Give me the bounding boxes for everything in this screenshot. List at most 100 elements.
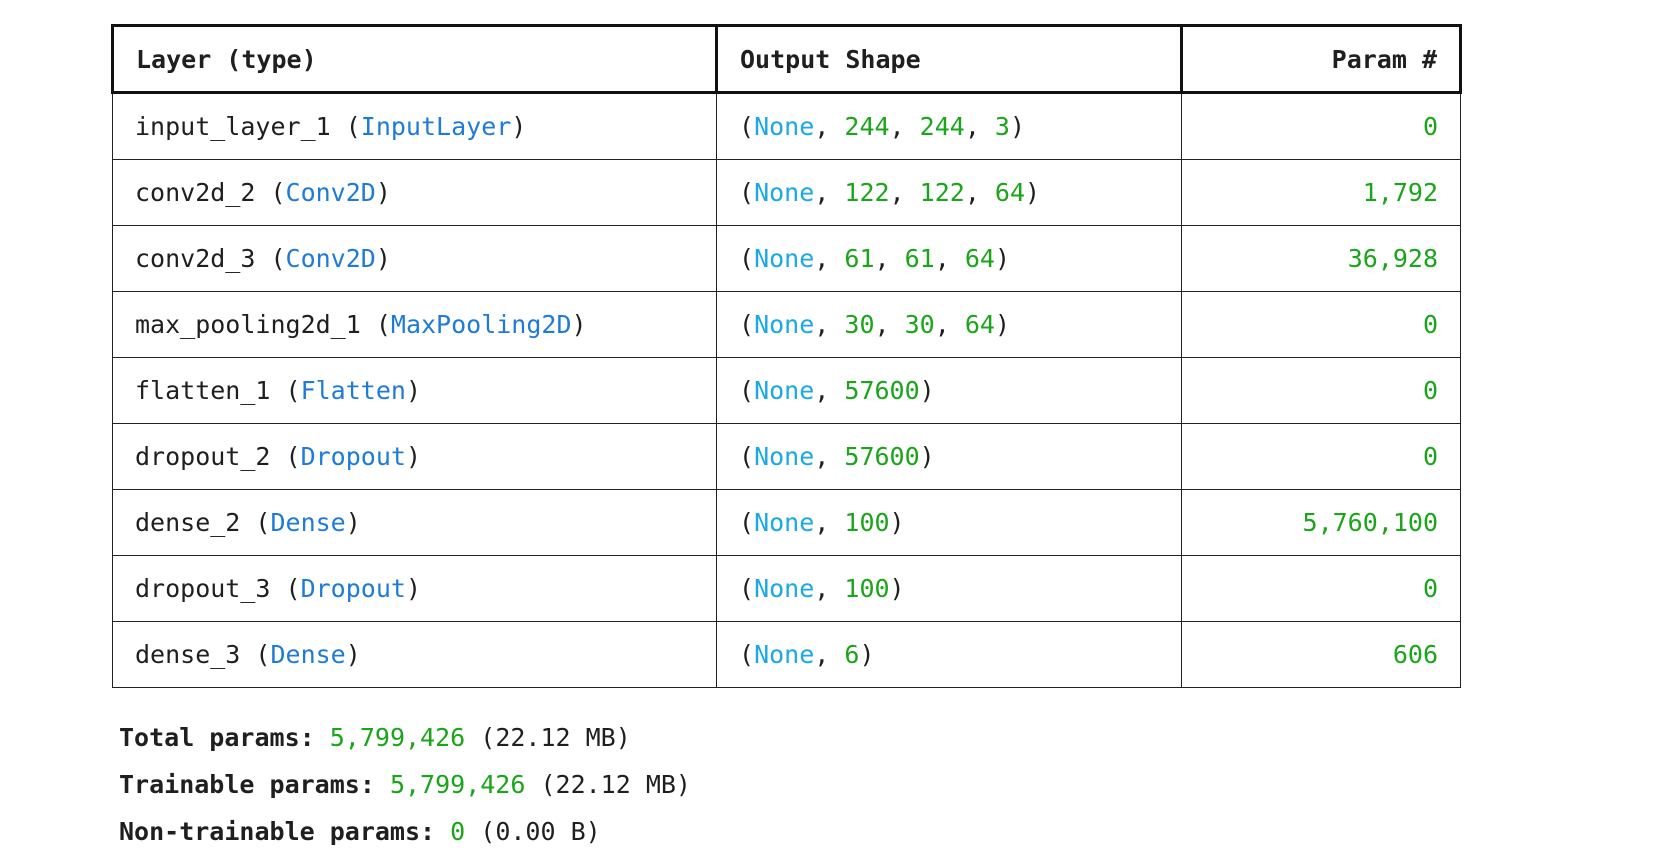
table-row: dense_3 (Dense) (None, 6) 606	[112, 621, 1461, 688]
param-count-cell: 36,928	[1181, 225, 1461, 292]
shape-dim: 64	[994, 178, 1026, 207]
layer-type: Dropout	[300, 442, 406, 471]
layer-name: conv2d_2	[135, 178, 256, 207]
total-params-line: Total params: 5,799,426 (22.12 MB)	[119, 714, 691, 761]
table-header: Layer (type) Output Shape Param #	[111, 24, 1462, 94]
shape-dim: 61	[844, 244, 875, 273]
param-count-cell: 1,792	[1181, 159, 1461, 226]
shape-dim: 100	[844, 508, 890, 537]
output-shape-cell: (None, 244, 244, 3)	[716, 92, 1182, 160]
param-count-cell: 0	[1181, 423, 1461, 490]
layer-cell: input_layer_1 (InputLayer)	[112, 92, 717, 160]
param-count-cell: 606	[1181, 621, 1461, 688]
output-shape-cell: (None, 6)	[716, 621, 1182, 688]
shape-batch-none: None	[754, 244, 815, 273]
layer-type: Flatten	[300, 376, 406, 405]
shape-batch-none: None	[754, 178, 815, 207]
shape-batch-none: None	[754, 112, 815, 141]
layer-type: Conv2D	[285, 244, 376, 273]
shape-dim: 122	[844, 178, 890, 207]
shape-batch-none: None	[754, 574, 815, 603]
output-shape-cell: (None, 57600)	[716, 357, 1182, 424]
shape-dim: 3	[994, 112, 1010, 141]
layer-type: MaxPooling2D	[390, 310, 572, 339]
table-row: input_layer_1 (InputLayer) (None, 244, 24…	[112, 92, 1461, 160]
table-row: dense_2 (Dense) (None, 100) 5,760,100	[112, 489, 1461, 556]
layer-cell: conv2d_2 (Conv2D)	[112, 159, 717, 226]
layer-type: Conv2D	[285, 178, 376, 207]
shape-dim: 30	[844, 310, 875, 339]
total-params-label: Total params:	[119, 723, 315, 752]
table-row: conv2d_2 (Conv2D) (None, 122, 122, 64) 1,7…	[112, 159, 1461, 226]
non-trainable-params-line: Non-trainable params: 0 (0.00 B)	[119, 808, 691, 855]
layer-name: dropout_3	[135, 574, 271, 603]
param-count-cell: 5,760,100	[1181, 489, 1461, 556]
trainable-params-value: 5,799,426	[389, 770, 526, 799]
layer-name: dense_2	[135, 508, 241, 537]
shape-batch-none: None	[754, 508, 815, 537]
output-shape-cell: (None, 30, 30, 64)	[716, 291, 1182, 358]
layer-type: Dropout	[300, 574, 406, 603]
table-row: flatten_1 (Flatten) (None, 57600) 0	[112, 357, 1461, 424]
layer-name: conv2d_3	[135, 244, 256, 273]
layer-name: dropout_2	[135, 442, 271, 471]
layer-cell: dropout_2 (Dropout)	[112, 423, 717, 490]
params-summary: Total params: 5,799,426 (22.12 MB) Train…	[119, 714, 691, 855]
param-count-cell: 0	[1181, 92, 1461, 160]
shape-dim: 64	[964, 244, 995, 273]
output-shape-cell: (None, 122, 122, 64)	[716, 159, 1182, 226]
header-row: Layer (type) Output Shape Param #	[111, 24, 1462, 94]
trainable-params-label: Trainable params:	[119, 770, 375, 799]
total-params-value: 5,799,426	[329, 723, 466, 752]
layer-name: input_layer_1	[135, 112, 331, 141]
layer-cell: dense_3 (Dense)	[112, 621, 717, 688]
shape-batch-none: None	[754, 310, 815, 339]
layer-cell: max_pooling2d_1 (MaxPooling2D)	[112, 291, 717, 358]
shape-dim: 57600	[844, 442, 920, 471]
total-params-size: (22.12 MB)	[480, 723, 631, 752]
output-shape-cell: (None, 100)	[716, 555, 1182, 622]
header-param-count: Param #	[1180, 24, 1462, 94]
param-count-cell: 0	[1181, 291, 1461, 358]
table-body: input_layer_1 (InputLayer) (None, 244, 24…	[112, 92, 1461, 688]
output-shape-cell: (None, 61, 61, 64)	[716, 225, 1182, 292]
shape-batch-none: None	[754, 640, 815, 669]
table-row: dropout_3 (Dropout) (None, 100) 0	[112, 555, 1461, 622]
layer-type: InputLayer	[360, 112, 512, 141]
shape-dim: 6	[844, 640, 860, 669]
shape-dim: 64	[964, 310, 995, 339]
shape-dim: 122	[919, 178, 965, 207]
shape-dim: 61	[904, 244, 935, 273]
output-shape-cell: (None, 100)	[716, 489, 1182, 556]
layer-type: Dense	[270, 640, 346, 669]
layer-name: dense_3	[135, 640, 241, 669]
non-trainable-params-value: 0	[450, 817, 466, 846]
shape-dim: 244	[844, 112, 890, 141]
model-summary-table: Layer (type) Output Shape Param # input_…	[111, 24, 1462, 688]
layer-cell: conv2d_3 (Conv2D)	[112, 225, 717, 292]
shape-dim: 244	[919, 112, 965, 141]
shape-dim: 100	[844, 574, 890, 603]
param-count-cell: 0	[1181, 555, 1461, 622]
table-row: dropout_2 (Dropout) (None, 57600) 0	[112, 423, 1461, 490]
table-row: max_pooling2d_1 (MaxPooling2D) (None, 30,…	[112, 291, 1461, 358]
shape-dim: 57600	[844, 376, 920, 405]
layer-type: Dense	[270, 508, 346, 537]
trainable-params-size: (22.12 MB)	[540, 770, 691, 799]
trainable-params-line: Trainable params: 5,799,426 (22.12 MB)	[119, 761, 691, 808]
layer-cell: dropout_3 (Dropout)	[112, 555, 717, 622]
non-trainable-params-label: Non-trainable params:	[119, 817, 436, 846]
shape-batch-none: None	[754, 376, 815, 405]
header-layer-type: Layer (type)	[111, 24, 718, 94]
layer-cell: flatten_1 (Flatten)	[112, 357, 717, 424]
param-count-cell: 0	[1181, 357, 1461, 424]
table-row: conv2d_3 (Conv2D) (None, 61, 61, 64) 36,92…	[112, 225, 1461, 292]
header-output-shape: Output Shape	[715, 24, 1183, 94]
output-shape-cell: (None, 57600)	[716, 423, 1182, 490]
shape-dim: 30	[904, 310, 935, 339]
non-trainable-params-size: (0.00 B)	[480, 817, 601, 846]
layer-cell: dense_2 (Dense)	[112, 489, 717, 556]
shape-batch-none: None	[754, 442, 815, 471]
layer-name: flatten_1	[135, 376, 271, 405]
layer-name: max_pooling2d_1	[135, 310, 361, 339]
